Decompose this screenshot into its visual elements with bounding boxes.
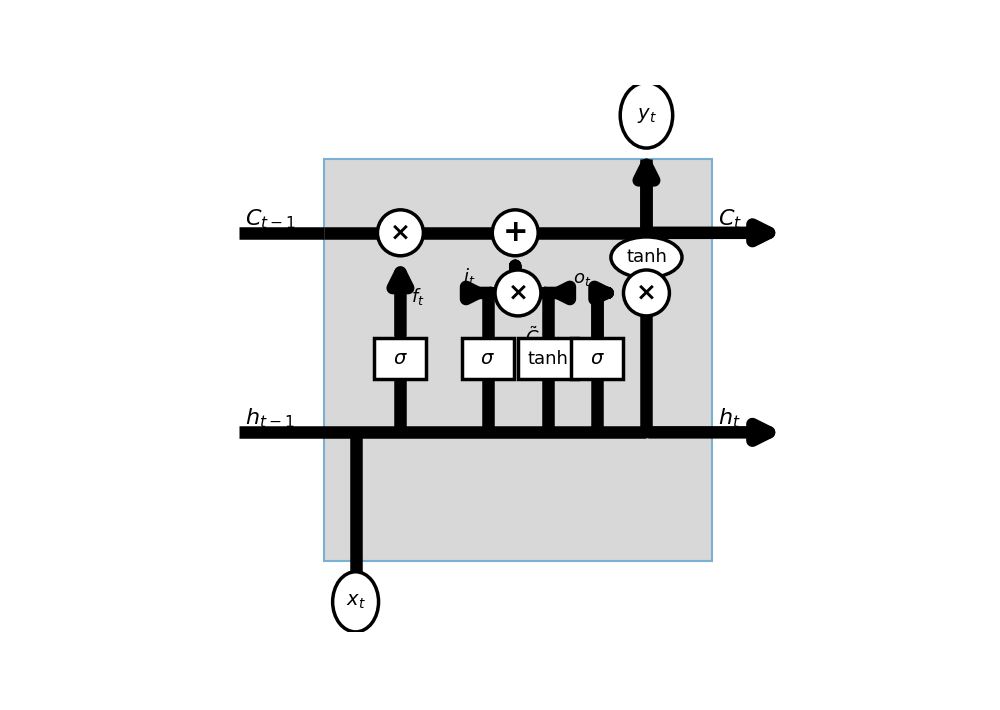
Circle shape	[492, 210, 538, 256]
Text: $i_t$: $i_t$	[463, 266, 476, 287]
Text: $\sigma$: $\sigma$	[393, 349, 408, 368]
FancyBboxPatch shape	[518, 338, 578, 379]
Text: $h_t$: $h_t$	[718, 407, 740, 430]
Text: $o_t$: $o_t$	[573, 271, 591, 288]
Text: ×: ×	[507, 281, 528, 305]
Text: ×: ×	[636, 281, 657, 305]
Ellipse shape	[611, 237, 682, 278]
FancyBboxPatch shape	[374, 338, 426, 379]
Ellipse shape	[620, 82, 673, 148]
Text: tanh: tanh	[528, 349, 568, 368]
Text: ×: ×	[390, 221, 411, 245]
Circle shape	[623, 270, 669, 316]
Text: tanh: tanh	[626, 248, 667, 266]
Circle shape	[377, 210, 423, 256]
Text: $\sigma$: $\sigma$	[590, 349, 605, 368]
Text: $f_t$: $f_t$	[411, 286, 425, 307]
Text: $\tilde{C}_t$: $\tilde{C}_t$	[525, 324, 545, 349]
FancyBboxPatch shape	[324, 159, 712, 561]
Text: +: +	[502, 218, 528, 247]
Ellipse shape	[333, 572, 379, 632]
FancyBboxPatch shape	[571, 338, 623, 379]
Text: $h_{t-1}$: $h_{t-1}$	[245, 407, 294, 430]
Text: $y_t$: $y_t$	[637, 106, 656, 125]
Text: $C_t$: $C_t$	[718, 207, 742, 231]
FancyBboxPatch shape	[462, 338, 514, 379]
Text: $x_t$: $x_t$	[346, 592, 365, 611]
Text: $C_{t-1}$: $C_{t-1}$	[245, 207, 296, 231]
Text: $\sigma$: $\sigma$	[480, 349, 495, 368]
Circle shape	[495, 270, 541, 316]
